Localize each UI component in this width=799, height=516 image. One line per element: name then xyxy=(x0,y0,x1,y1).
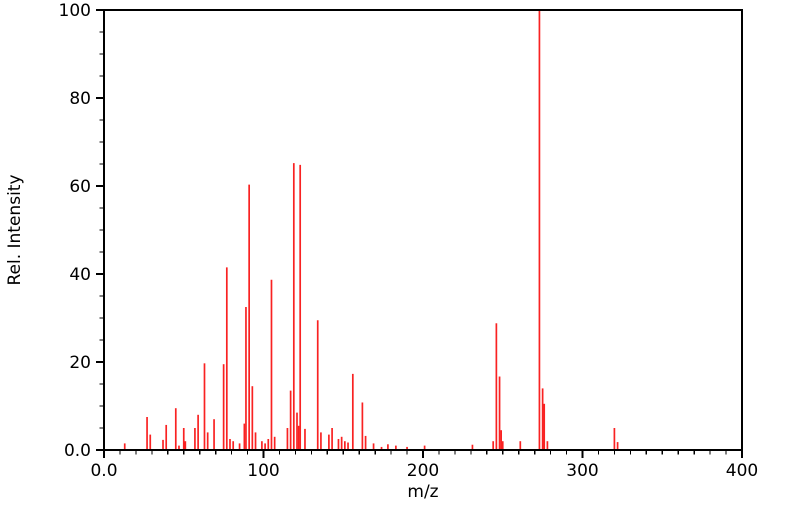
x-axis-tick-labels: 0.0 100 200 300 400 xyxy=(90,461,758,481)
y-tick-label: 100 xyxy=(59,1,91,21)
x-tick-label: 100 xyxy=(247,461,279,481)
x-tick-label: 200 xyxy=(407,461,439,481)
y-tick-label: 0.0 xyxy=(64,441,91,461)
y-tick-label: 40 xyxy=(69,265,91,285)
y-tick-label: 80 xyxy=(69,89,91,109)
y-axis-tick-labels: 0.0 20 40 60 80 100 xyxy=(59,1,91,461)
y-tick-label: 20 xyxy=(69,353,91,373)
x-axis-title: m/z xyxy=(407,482,438,502)
x-tick-label: 300 xyxy=(566,461,598,481)
x-tick-label: 0.0 xyxy=(90,461,117,481)
x-tick-label: 400 xyxy=(726,461,758,481)
x-axis-ticks xyxy=(103,450,743,458)
y-axis-title: Rel. Intensity xyxy=(5,174,25,285)
y-tick-label: 60 xyxy=(69,177,91,197)
spectrum-peaks xyxy=(123,10,619,450)
y-axis-ticks xyxy=(96,9,104,451)
